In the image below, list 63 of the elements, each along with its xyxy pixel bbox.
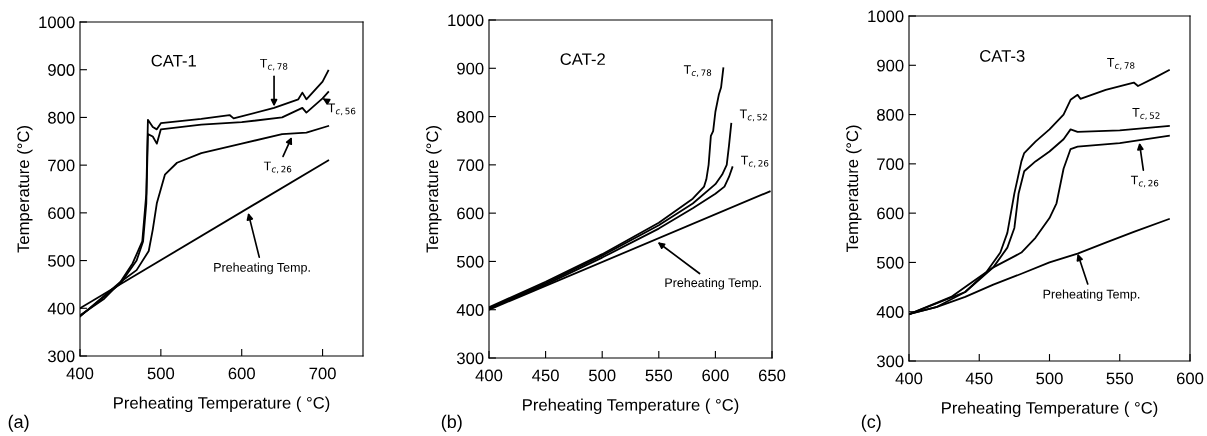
annotation: T$_{c,26}$: [740, 155, 769, 168]
y-tick-label: 500: [877, 256, 904, 269]
y-tick-label: 700: [877, 158, 904, 171]
x-tick-label: 600: [1176, 372, 1204, 385]
x-tick-label: 450: [965, 372, 993, 385]
y-tick-label: 900: [457, 62, 484, 75]
x-tick-label: 400: [66, 367, 94, 380]
y-tick-label: 300: [47, 350, 75, 363]
y-tick-label: 800: [48, 111, 75, 124]
text: (a): [8, 414, 29, 432]
x-tick-label: 400: [475, 369, 503, 382]
y-tick-label: 500: [457, 255, 484, 268]
x-tick-label: 400: [895, 372, 923, 385]
text: (b): [441, 414, 462, 432]
y-tick-label: 600: [48, 207, 75, 220]
y-tick-label: 400: [47, 302, 75, 315]
x-tick-label: 500: [147, 367, 175, 380]
x-tick-label: 550: [645, 369, 673, 382]
annotation: CAT-2: [560, 53, 605, 66]
x-axis-title: Preheating Temperature ( °C): [942, 401, 1158, 418]
annotation: T$_{c,56}$: [327, 103, 356, 116]
annotation: T$_{c,78}$: [1107, 58, 1135, 70]
y-tick-label: 800: [877, 108, 904, 121]
y-axis-title: Temperature (°C): [425, 126, 442, 253]
y-tick-label: 300: [456, 352, 484, 365]
x-tick-label: 550: [1106, 372, 1133, 385]
x-tick-label: 500: [1036, 372, 1063, 385]
y-tick-label: 400: [456, 304, 484, 316]
annotation: T$_{c,26}$: [1130, 175, 1159, 188]
y-tick-label: 300: [876, 355, 904, 368]
annotation: T$_{c,78}$: [683, 65, 712, 77]
annotation: Preheating Temp.: [214, 262, 310, 275]
y-tick-label: 900: [877, 59, 904, 72]
annotation: Preheating Temp.: [1043, 289, 1140, 302]
x-tick-label: 700: [309, 367, 336, 380]
y-tick-label: 800: [457, 110, 484, 123]
y-tick-label: 600: [877, 207, 904, 220]
y-tick-label: 700: [457, 159, 484, 172]
y-tick-label: 700: [48, 159, 75, 172]
x-tick-label: 450: [532, 369, 559, 382]
x-tick-label: 500: [588, 369, 616, 382]
annotation: CAT-1: [151, 54, 196, 67]
x-axis-title: Preheating Temperature ( °C): [523, 398, 739, 415]
x-tick-label: 600: [228, 367, 255, 380]
annotation: T$_{c,52}$: [1132, 108, 1160, 120]
y-axis-title: Temperature (°C): [845, 125, 862, 253]
x-tick-label: 600: [702, 369, 729, 382]
y-tick-label: 1000: [868, 10, 904, 23]
annotation: T$_{c,52}$: [739, 109, 767, 122]
y-tick-label: 400: [876, 306, 904, 318]
x-axis-title: Preheating Temperature ( °C): [114, 396, 330, 413]
annotation: CAT-3: [980, 50, 1025, 62]
text: (c): [861, 414, 881, 432]
y-tick-label: 900: [48, 64, 75, 76]
annotation: T$_{c,78}$: [260, 58, 288, 71]
y-tick-label: 1000: [448, 14, 484, 27]
annotation: Preheating Temp.: [665, 277, 761, 290]
y-axis-title: Temperature (°C): [16, 126, 33, 253]
y-tick-label: 500: [48, 254, 75, 267]
x-tick-label: 650: [758, 369, 786, 382]
y-tick-label: 1000: [39, 16, 75, 29]
y-tick-label: 600: [457, 207, 484, 220]
annotation: T$_{c,26}$: [263, 161, 292, 174]
